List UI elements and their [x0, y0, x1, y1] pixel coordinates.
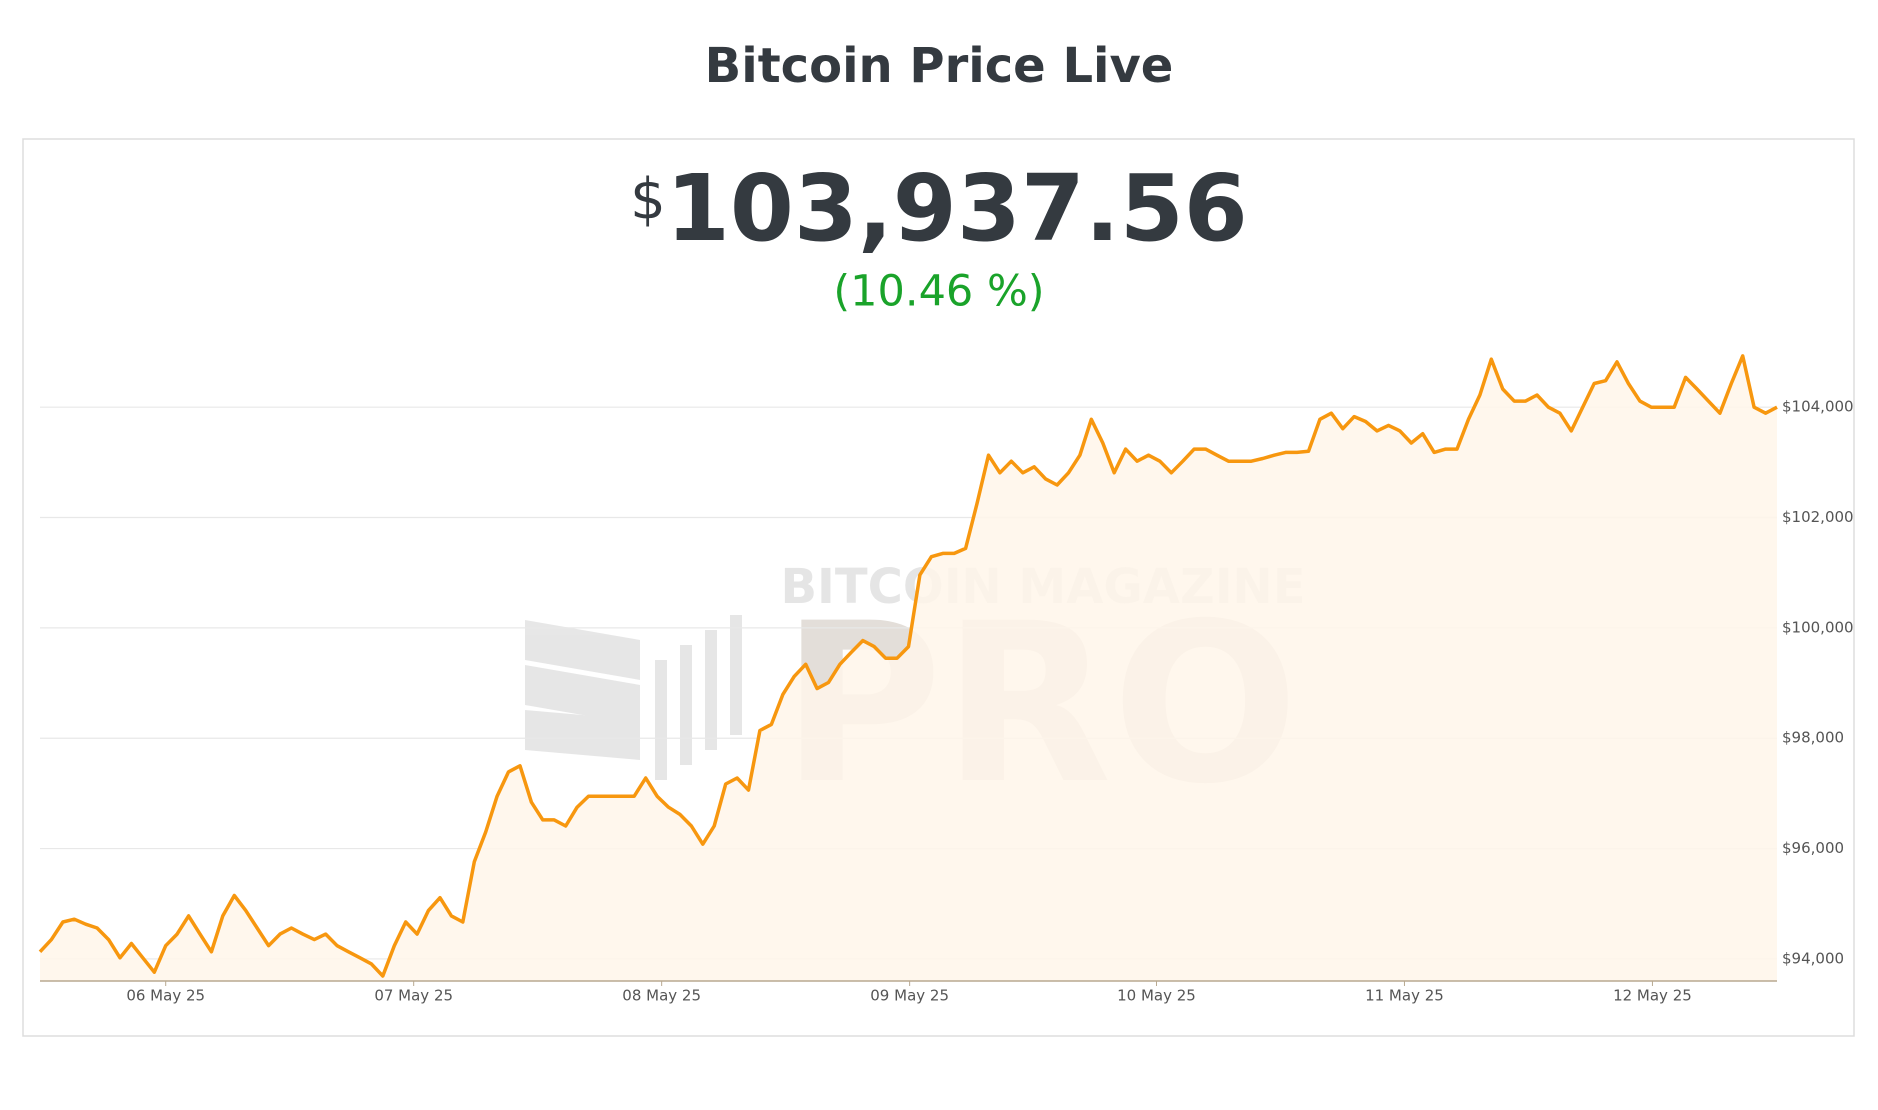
watermark-candle [705, 630, 717, 750]
price-value: 103,937.56 [666, 155, 1248, 262]
watermark-stripe [525, 710, 640, 760]
x-tick-label: 10 May 25 [1117, 987, 1196, 1005]
plot: BITCOIN MAGAZINEPRO$94,000$96,000$98,000… [38, 354, 1854, 1005]
currency: $ [630, 167, 666, 232]
watermark-stripe [525, 620, 640, 680]
x-tick-label: 09 May 25 [870, 987, 949, 1005]
page-title: Bitcoin Price Live [705, 38, 1174, 94]
watermark-candle [680, 645, 692, 765]
watermark-candle [730, 615, 742, 735]
y-tick-label: $100,000 [1782, 618, 1854, 636]
price-change: (10.46 %) [833, 267, 1044, 317]
watermark-stripe [525, 665, 640, 725]
price-line [38, 354, 1778, 978]
y-tick-label: $96,000 [1782, 839, 1844, 857]
x-tick-label: 06 May 25 [126, 987, 205, 1005]
watermark-candle [655, 660, 667, 780]
area [40, 355, 1777, 981]
y-tick-label: $98,000 [1782, 729, 1844, 747]
y-tick-label: $104,000 [1782, 398, 1854, 416]
y-tick-label: $94,000 [1782, 949, 1844, 967]
y-tick-label: $102,000 [1782, 508, 1854, 526]
price: $103,937.56 [630, 155, 1248, 262]
x-tick-label: 07 May 25 [374, 987, 453, 1005]
x-tick-label: 12 May 25 [1613, 987, 1692, 1005]
x-tick-label: 11 May 25 [1365, 987, 1444, 1005]
x-tick-label: 08 May 25 [622, 987, 701, 1005]
